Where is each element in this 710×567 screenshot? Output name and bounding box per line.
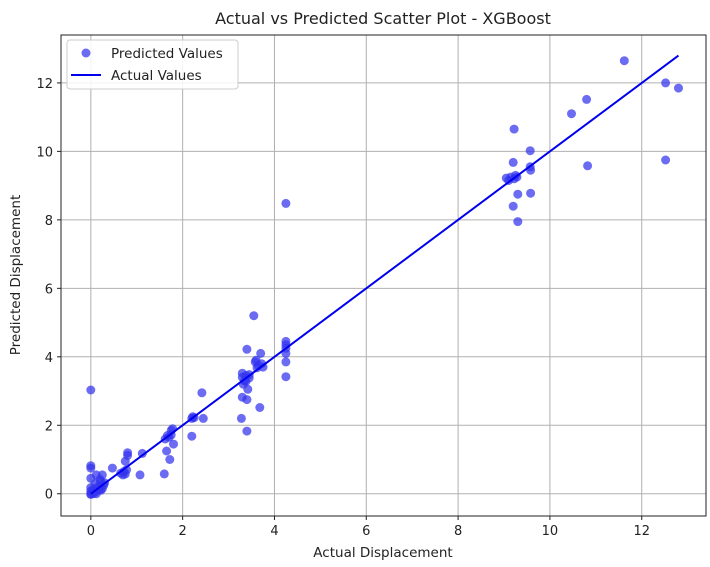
legend-label-actual: Actual Values bbox=[111, 68, 202, 84]
legend-label-predicted: Predicted Values bbox=[111, 46, 223, 62]
legend-marker-predicted bbox=[81, 48, 91, 58]
y-tick-label: 0 bbox=[45, 488, 53, 503]
scatter-point bbox=[97, 470, 107, 480]
scatter-point bbox=[159, 469, 169, 479]
scatter-point bbox=[169, 439, 178, 449]
scatter-point bbox=[508, 157, 518, 167]
axis-ticks: 0 2 4 6 8 10 12 0 2 4 6 8 10 12 bbox=[36, 77, 650, 539]
scatter-point bbox=[137, 448, 147, 458]
scatter-point bbox=[674, 83, 683, 93]
scatter-point bbox=[86, 463, 96, 473]
scatter-point bbox=[526, 188, 536, 198]
chart-title: Actual vs Predicted Scatter Plot - XGBoo… bbox=[215, 9, 551, 28]
x-tick-label: 12 bbox=[633, 524, 650, 539]
scatter-point bbox=[107, 463, 117, 473]
scatter-point bbox=[162, 446, 172, 456]
scatter-point bbox=[583, 161, 593, 171]
scatter-point bbox=[135, 470, 145, 480]
y-tick-label: 6 bbox=[45, 282, 53, 297]
x-axis-label: Actual Displacement bbox=[313, 545, 452, 561]
y-tick-label: 4 bbox=[45, 351, 53, 366]
plot-series bbox=[86, 54, 683, 499]
x-tick-label: 4 bbox=[270, 524, 278, 539]
y-axis-label: Predicted Displacement bbox=[8, 195, 24, 355]
plot-frame bbox=[60, 34, 707, 517]
scatter-point bbox=[197, 388, 207, 398]
actual-values-line bbox=[90, 54, 680, 495]
y-tick-label: 2 bbox=[45, 419, 53, 434]
scatter-point bbox=[123, 448, 133, 458]
scatter-point bbox=[661, 155, 671, 165]
grid-lines bbox=[61, 35, 706, 516]
scatter-point bbox=[281, 198, 291, 208]
x-tick-label: 8 bbox=[454, 524, 462, 539]
scatter-point bbox=[509, 124, 519, 134]
y-tick-label: 10 bbox=[36, 145, 53, 160]
scatter-point bbox=[243, 384, 253, 394]
scatter-point bbox=[255, 403, 265, 412]
scatter-point bbox=[661, 78, 671, 88]
y-tick-label: 8 bbox=[45, 214, 53, 229]
scatter-point bbox=[198, 413, 208, 423]
scatter-point bbox=[281, 372, 291, 382]
scatter-point bbox=[582, 94, 592, 104]
scatter-point bbox=[281, 357, 291, 367]
scatter-point bbox=[242, 344, 252, 354]
scatter-point bbox=[513, 189, 523, 199]
scatter-point bbox=[236, 413, 246, 423]
scatter-point bbox=[86, 385, 96, 395]
legend-box bbox=[66, 39, 239, 90]
scatter-point bbox=[525, 146, 535, 156]
scatter-point bbox=[242, 426, 252, 436]
scatter-point bbox=[619, 56, 629, 66]
scatter-point bbox=[165, 455, 175, 464]
scatter-point bbox=[249, 311, 259, 321]
x-tick-label: 0 bbox=[87, 524, 95, 539]
legend: Predicted Values Actual Values bbox=[66, 39, 239, 90]
scatter-point bbox=[256, 348, 266, 358]
scatter-point bbox=[242, 395, 252, 405]
scatter-point bbox=[567, 109, 576, 119]
x-tick-label: 10 bbox=[542, 524, 559, 539]
x-tick-label: 2 bbox=[179, 524, 187, 539]
scatter-point bbox=[508, 201, 518, 211]
y-tick-label: 12 bbox=[36, 77, 53, 92]
x-tick-label: 6 bbox=[362, 524, 370, 539]
scatter-point bbox=[513, 217, 523, 227]
scatter-point bbox=[187, 431, 197, 441]
